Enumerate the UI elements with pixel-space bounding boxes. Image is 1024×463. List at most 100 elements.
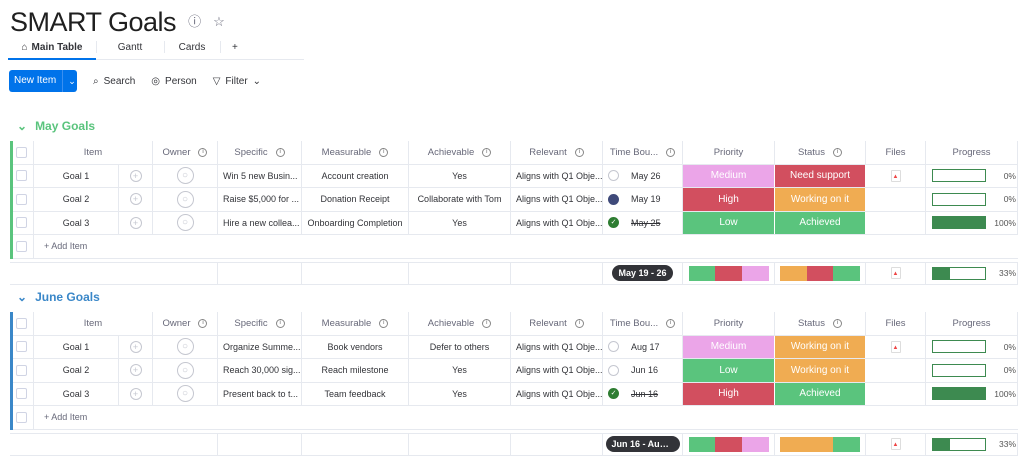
column-header-achievable[interactable]: Achievable i [409,312,511,335]
files-cell[interactable]: ▲ [866,335,926,358]
item-name[interactable]: Goal 2 [34,188,119,211]
info-icon[interactable]: i [666,147,676,157]
column-header-priority[interactable]: Priority [683,312,775,335]
priority-label[interactable]: High [683,188,775,211]
checkbox[interactable] [16,364,27,376]
time-bound-cell[interactable]: May 26 [603,164,683,187]
files-summary[interactable]: ▲ [866,433,926,455]
column-header-item[interactable]: Item [34,312,153,335]
status-circle-icon[interactable] [608,193,619,205]
person-avatar-icon[interactable]: ○ [176,167,194,185]
checkbox[interactable] [16,341,27,353]
status-label[interactable]: Achieved [775,211,866,234]
priority-label[interactable]: Medium [683,335,775,358]
person-avatar-icon[interactable]: ○ [176,385,194,403]
status-distribution[interactable] [775,433,866,455]
specific-cell[interactable]: Hire a new collea... [218,211,302,234]
updates-cell[interactable]: + [119,164,153,187]
row-checkbox-cell[interactable] [10,188,34,211]
updates-cell[interactable]: + [119,211,153,234]
relevant-cell[interactable]: Aligns with Q1 Obje... [511,164,603,187]
time-bound-cell[interactable]: May 19 [603,188,683,211]
time-bound-cell[interactable]: Aug 17 [603,335,683,358]
relevant-cell[interactable]: Aligns with Q1 Obje... [511,382,603,405]
select-all-cell[interactable] [10,312,34,335]
time-bound-cell[interactable]: ✓ Jun 16 [603,382,683,405]
checkbox[interactable] [16,146,27,158]
add-update-icon[interactable]: + [129,387,142,400]
status-label[interactable]: Achieved [775,382,866,405]
relevant-cell[interactable]: Aligns with Q1 Obje... [511,188,603,211]
file-icon[interactable]: ▲ [890,169,901,182]
priority-label[interactable]: Medium [683,164,775,187]
table-row[interactable]: Goal 2 + ○ Raise $5,000 for ... Donation Rec… [10,188,1018,212]
relevant-cell[interactable]: Aligns with Q1 Obje... [511,359,603,382]
add-update-icon[interactable]: + [129,340,142,353]
add-item-row[interactable]: + Add Item [10,406,1018,430]
add-view-button[interactable]: + [220,36,250,59]
tab-main-table[interactable]: ⌂ Main Table [8,36,96,60]
distribution-bar[interactable] [688,436,769,452]
chevron-down-icon[interactable]: ⌄ [68,75,76,86]
files-cell[interactable] [866,188,926,211]
item-name[interactable]: Goal 3 [34,382,119,405]
timeline-pill[interactable]: Jun 16 - Aug ... [605,436,680,453]
updates-cell[interactable]: + [119,382,153,405]
measurable-cell[interactable]: Donation Receipt [302,188,409,211]
status-label[interactable]: Need support [775,164,866,187]
achievable-cell[interactable]: Yes [409,211,511,234]
column-header-owner[interactable]: Owner i [153,141,218,164]
distribution-bar[interactable] [688,265,769,281]
info-icon[interactable]: i [832,147,842,157]
chevron-down-icon[interactable]: ⌄ [17,119,28,133]
owner-cell[interactable]: ○ [153,335,218,358]
info-icon[interactable]: i [482,147,492,157]
files-cell[interactable] [866,359,926,382]
column-header-specific[interactable]: Specific i [218,312,302,335]
filter-button[interactable]: ▽ Filter ⌄ [213,76,261,87]
achievable-cell[interactable]: Collaborate with Tom [409,188,511,211]
add-item-button[interactable]: + Add Item [44,241,88,252]
checkbox[interactable] [16,170,27,182]
info-icon[interactable]: i [482,318,492,328]
owner-cell[interactable]: ○ [153,211,218,234]
column-header-measurable[interactable]: Measurable i [302,312,409,335]
person-avatar-icon[interactable]: ○ [176,190,194,208]
info-icon[interactable]: i [574,318,584,328]
status-circle-icon[interactable] [608,364,619,376]
add-item-row[interactable]: + Add Item [10,235,1018,259]
distribution-bar[interactable] [780,436,861,452]
tab-cards[interactable]: Cards [164,36,220,59]
person-avatar-icon[interactable]: ○ [176,214,194,232]
specific-cell[interactable]: Raise $5,000 for ... [218,188,302,211]
info-icon[interactable]: i [379,147,389,157]
info-icon[interactable]: i [666,318,676,328]
column-header-files[interactable]: Files [866,312,926,335]
achievable-cell[interactable]: Yes [409,382,511,405]
column-header-owner[interactable]: Owner i [153,312,218,335]
time-bound-cell[interactable]: ✓ May 25 [603,211,683,234]
status-label[interactable]: Working on it [775,335,866,358]
column-header-time-bou-[interactable]: Time Bou... i [603,312,683,335]
info-icon[interactable]: i [832,318,842,328]
column-header-item[interactable]: Item [34,141,153,164]
new-item-button[interactable]: New Item ⌄ [9,70,77,92]
row-checkbox-cell[interactable] [10,359,34,382]
info-icon[interactable]: i [275,147,285,157]
item-name[interactable]: Goal 1 [34,164,119,187]
chevron-down-icon[interactable]: ⌄ [17,290,28,304]
specific-cell[interactable]: Reach 30,000 sig... [218,359,302,382]
measurable-cell[interactable]: Account creation [302,164,409,187]
distribution-bar[interactable] [780,265,861,281]
row-checkbox-cell[interactable] [10,335,34,358]
add-update-icon[interactable]: + [129,364,142,377]
search-button[interactable]: ⌕ Search [93,76,135,87]
column-header-achievable[interactable]: Achievable i [409,141,511,164]
file-icon[interactable]: ▲ [890,340,901,353]
column-header-priority[interactable]: Priority [683,141,775,164]
achievable-cell[interactable]: Defer to others [409,335,511,358]
column-header-time-bou-[interactable]: Time Bou... i [603,141,683,164]
item-name[interactable]: Goal 2 [34,359,119,382]
priority-distribution[interactable] [683,262,775,284]
checkbox[interactable] [16,388,27,400]
